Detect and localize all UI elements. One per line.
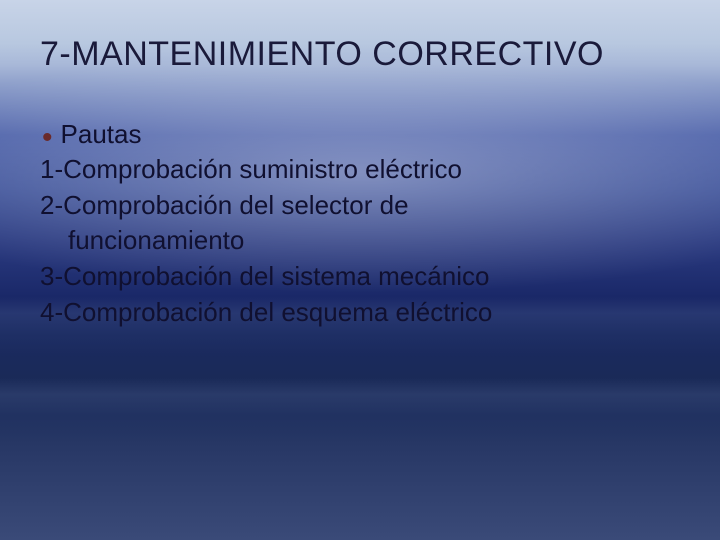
- slide: 7-MANTENIMIENTO CORRECTIVO • Pautas 1-Co…: [0, 0, 720, 540]
- list-item-continuation: funcionamiento: [40, 223, 680, 258]
- list-item: 4-Comprobación del esquema eléctrico: [40, 295, 680, 330]
- bullet-row: • Pautas: [40, 119, 680, 150]
- bullet-label: Pautas: [61, 119, 142, 150]
- list-item-text: 4-Comprobación del esquema eléctrico: [40, 297, 492, 327]
- slide-title: 7-MANTENIMIENTO CORRECTIVO: [40, 35, 680, 74]
- list-item: 3-Comprobación del sistema mecánico: [40, 259, 680, 294]
- slide-content: • Pautas 1-Comprobación suministro eléct…: [40, 119, 680, 330]
- list-item: 2-Comprobación del selector de funcionam…: [40, 188, 680, 258]
- bullet-icon: •: [42, 123, 53, 153]
- list-item: 1-Comprobación suministro eléctrico: [40, 152, 680, 187]
- list-item-text: 2-Comprobación del selector de: [40, 190, 409, 220]
- list-item-text: 1-Comprobación suministro eléctrico: [40, 154, 462, 184]
- list-item-text: 3-Comprobación del sistema mecánico: [40, 261, 489, 291]
